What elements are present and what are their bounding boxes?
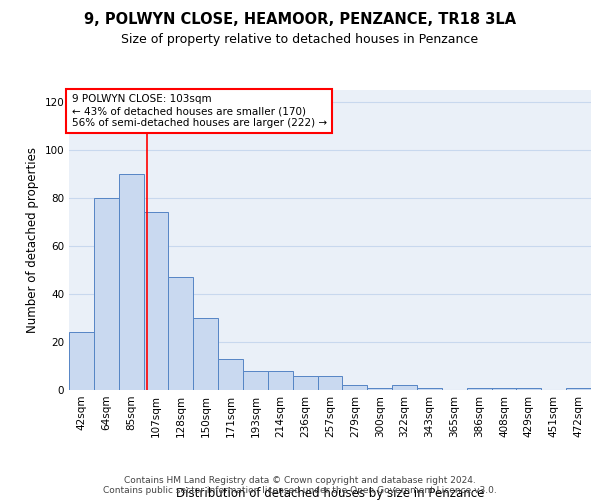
Bar: [392, 385, 417, 390]
Bar: [69, 332, 94, 390]
Text: Contains HM Land Registry data © Crown copyright and database right 2024.
Contai: Contains HM Land Registry data © Crown c…: [103, 476, 497, 495]
Bar: [143, 212, 169, 390]
Bar: [293, 376, 317, 390]
Bar: [343, 385, 367, 390]
Bar: [367, 388, 392, 390]
Bar: [467, 388, 491, 390]
Y-axis label: Number of detached properties: Number of detached properties: [26, 147, 39, 333]
Bar: [169, 277, 193, 390]
Bar: [491, 388, 517, 390]
Bar: [193, 318, 218, 390]
Bar: [243, 371, 268, 390]
Bar: [417, 388, 442, 390]
Bar: [566, 388, 591, 390]
Text: Size of property relative to detached houses in Penzance: Size of property relative to detached ho…: [121, 32, 479, 46]
Text: 9, POLWYN CLOSE, HEAMOOR, PENZANCE, TR18 3LA: 9, POLWYN CLOSE, HEAMOOR, PENZANCE, TR18…: [84, 12, 516, 28]
Text: 9 POLWYN CLOSE: 103sqm
← 43% of detached houses are smaller (170)
56% of semi-de: 9 POLWYN CLOSE: 103sqm ← 43% of detached…: [71, 94, 327, 128]
Bar: [517, 388, 541, 390]
Bar: [218, 359, 243, 390]
Bar: [119, 174, 143, 390]
X-axis label: Distribution of detached houses by size in Penzance: Distribution of detached houses by size …: [176, 487, 484, 500]
Bar: [317, 376, 343, 390]
Bar: [268, 371, 293, 390]
Bar: [94, 198, 119, 390]
